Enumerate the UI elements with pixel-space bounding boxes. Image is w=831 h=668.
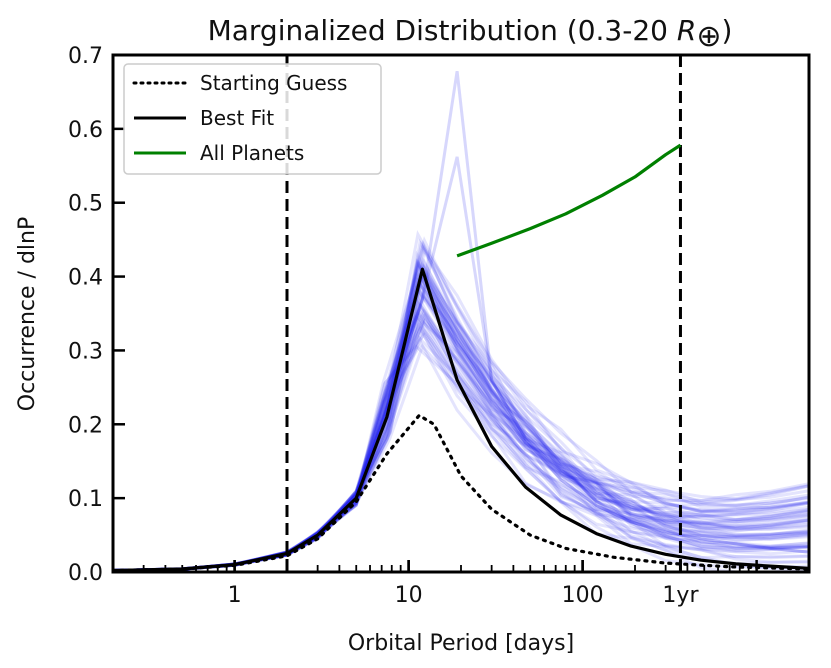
posterior-outlier-line (385, 70, 809, 554)
x-tick-label: 10 (395, 583, 423, 608)
y-tick-label: 0.4 (68, 266, 103, 291)
title-close: ) (721, 14, 732, 47)
legend-label-all-planets: All Planets (200, 141, 304, 165)
title-main: Marginalized Distribution (0.3-20 (208, 14, 677, 47)
series-lines (113, 143, 809, 572)
series-line-starting-guess (113, 413, 809, 572)
posterior-outlier-line (385, 156, 809, 554)
chart-title: Marginalized Distribution (0.3-20 R⊕) (208, 14, 733, 54)
x-tick-label: 1yr (662, 583, 699, 608)
series-line-all-planets (456, 143, 682, 258)
y-tick-label: 0.6 (68, 118, 103, 143)
y-axis-label: Occurrence / dlnP (15, 217, 40, 411)
y-tick-label: 0.7 (68, 44, 103, 69)
legend-label-best-fit: Best Fit (200, 106, 274, 130)
x-tick-label: 1 (228, 583, 242, 608)
y-tick-label: 0.0 (68, 561, 103, 586)
y-axis-ticks: 0.0 0.1 0.2 0.3 0.4 0.5 0.6 0.7 (68, 44, 125, 586)
legend-label-starting-guess: Starting Guess (200, 71, 347, 95)
legend: Starting Guess Best Fit All Planets (123, 63, 382, 175)
x-axis-label: Orbital Period [days] (348, 631, 574, 656)
y-tick-label: 0.1 (68, 487, 103, 512)
y-tick-label: 0.2 (68, 413, 103, 438)
y-tick-label: 0.5 (68, 192, 103, 217)
series-line-best-fit (113, 267, 809, 572)
y-tick-label: 0.3 (68, 339, 103, 364)
vertical-reference-lines (285, 55, 682, 572)
legend-box (123, 63, 382, 175)
title-subscript: ⊕ (696, 19, 721, 54)
title-symbol: R (677, 14, 696, 47)
x-tick-label: 100 (562, 583, 604, 608)
x-axis-ticks: 1 10 100 1yr (112, 560, 810, 608)
